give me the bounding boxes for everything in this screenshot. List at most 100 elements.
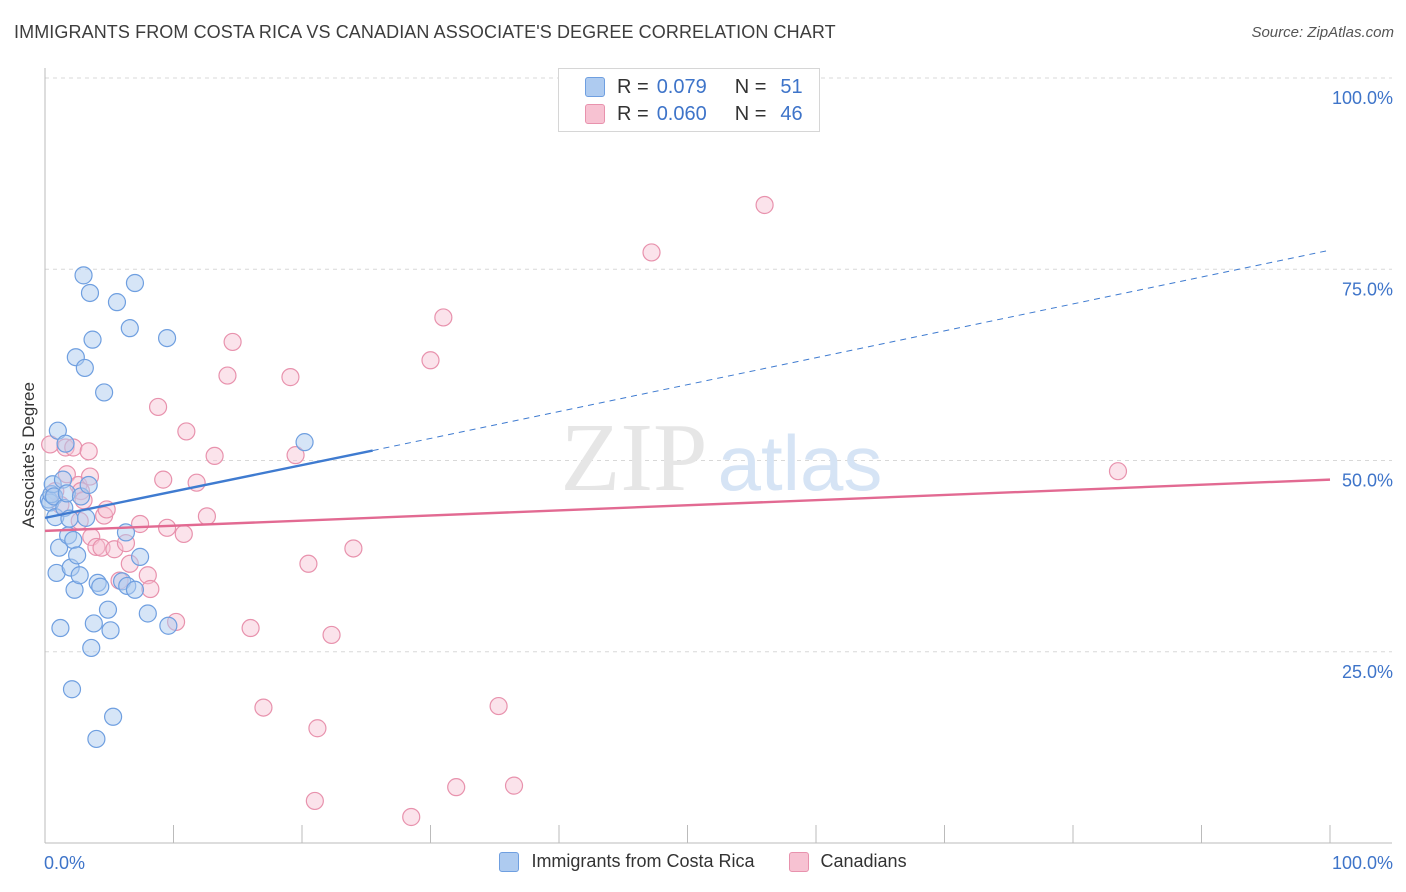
canadians-point bbox=[1108, 462, 1128, 481]
costa-rica-point bbox=[138, 604, 157, 623]
canadians-point bbox=[402, 807, 421, 827]
costa-rica-point bbox=[70, 566, 89, 585]
canadians-point bbox=[79, 442, 98, 461]
canadians-point bbox=[241, 618, 260, 638]
source-label: Source: ZipAtlas.com bbox=[1251, 24, 1394, 41]
costa-rica-point bbox=[159, 616, 178, 635]
tick-labels: 100.0% 75.0% 50.0% 25.0% 0.0% 100.0% bbox=[44, 88, 1393, 873]
costa-rica-point bbox=[64, 530, 83, 550]
watermark: ZIP atlas bbox=[561, 404, 883, 512]
costa-rica-point bbox=[77, 508, 96, 527]
legend-n-value: 46 bbox=[780, 102, 803, 125]
legend-r-value: 0.060 bbox=[656, 102, 707, 125]
canadians-point bbox=[322, 625, 341, 645]
costa-rica-point bbox=[157, 329, 177, 348]
canadians-point bbox=[308, 719, 327, 738]
costa-rica-point bbox=[104, 707, 123, 726]
canadians-point bbox=[205, 446, 224, 466]
canadians-point bbox=[177, 422, 196, 441]
canadians-point bbox=[154, 470, 173, 489]
x-tick-label: 0.0% bbox=[44, 853, 85, 873]
legend-row-costa-rica: R = 0.079 N = 51 bbox=[585, 74, 803, 100]
costa-rica-point bbox=[79, 475, 98, 495]
canadians-point bbox=[489, 696, 508, 716]
legend-n-label: N = bbox=[734, 75, 767, 98]
costa-rica-point bbox=[101, 621, 120, 640]
canadians-point bbox=[105, 540, 124, 559]
canadians-point bbox=[344, 539, 363, 558]
costa-rica-trend-line bbox=[44, 449, 373, 520]
series-legend: Immigrants from Costa Rica Canadians bbox=[0, 851, 1406, 872]
legend-row-canadians: R = 0.060 N = 46 bbox=[585, 101, 803, 127]
costa-rica-point bbox=[62, 680, 82, 699]
legend-r-value: 0.079 bbox=[656, 75, 707, 98]
costa-rica-point bbox=[75, 358, 94, 378]
canadians-point bbox=[286, 446, 305, 465]
stats-legend: R = 0.079 N = 51 R = 0.060 N = 46 bbox=[558, 68, 820, 132]
costa-rica-point bbox=[130, 547, 150, 566]
canadians-point bbox=[174, 524, 193, 544]
canadians-point bbox=[447, 778, 466, 797]
costa-rica-point bbox=[91, 577, 110, 596]
canadians-point bbox=[299, 554, 318, 573]
costa-rica-point bbox=[74, 266, 93, 285]
canadians-point bbox=[504, 776, 524, 795]
trend-lines bbox=[44, 249, 1331, 533]
legend-item-canadians: Canadians bbox=[788, 851, 907, 872]
canadians-trend-line bbox=[44, 478, 1331, 533]
canadians-point bbox=[197, 507, 217, 526]
costa-rica-point bbox=[51, 618, 70, 638]
canadians-point bbox=[305, 791, 324, 811]
costa-rica-point bbox=[68, 546, 87, 565]
costa-rica-point bbox=[56, 434, 75, 453]
legend-swatch-pink bbox=[788, 851, 809, 872]
costa-rica-point bbox=[95, 383, 114, 402]
legend-n-label: N = bbox=[734, 102, 767, 125]
legend-n-value: 51 bbox=[780, 75, 803, 98]
costa-rica-point bbox=[98, 600, 118, 619]
axes bbox=[44, 68, 1392, 844]
legend-r-label: R = bbox=[617, 102, 649, 125]
legend-item-costa-rica: Immigrants from Costa Rica bbox=[499, 851, 755, 872]
costa-rica-point bbox=[125, 273, 145, 293]
canadians-point bbox=[87, 537, 106, 557]
canadians-point bbox=[421, 351, 440, 370]
watermark-zip: ZIP bbox=[561, 404, 708, 512]
legend-swatch-pink bbox=[585, 104, 605, 124]
grid-lines bbox=[45, 77, 1392, 653]
canadians-point bbox=[157, 518, 177, 537]
legend-r-label: R = bbox=[617, 75, 649, 98]
chart-title: IMMIGRANTS FROM COSTA RICA VS CANADIAN A… bbox=[14, 22, 836, 42]
costa-rica-point bbox=[50, 538, 69, 557]
costa-rica-point bbox=[120, 319, 139, 338]
y-tick-label: 25.0% bbox=[1342, 662, 1393, 682]
y-tick-label: 50.0% bbox=[1342, 471, 1393, 491]
canadians-point bbox=[434, 308, 453, 327]
costa-rica-points bbox=[39, 266, 314, 749]
costa-rica-trend-dashed bbox=[372, 249, 1331, 452]
y-axis-label: Associate's Degree bbox=[19, 382, 38, 528]
costa-rica-point bbox=[125, 580, 145, 599]
canadians-point bbox=[223, 332, 242, 352]
costa-rica-point bbox=[80, 283, 100, 303]
legend-label: Immigrants from Costa Rica bbox=[531, 851, 755, 871]
canadians-point bbox=[755, 195, 774, 215]
legend-swatch-blue bbox=[585, 77, 605, 97]
y-tick-label: 75.0% bbox=[1342, 279, 1393, 299]
canadians-point bbox=[148, 397, 168, 417]
legend-swatch-blue bbox=[499, 851, 520, 872]
x-tick-label: 100.0% bbox=[1332, 853, 1393, 873]
costa-rica-point bbox=[107, 293, 127, 312]
costa-rica-point bbox=[82, 638, 101, 658]
costa-rica-point bbox=[83, 330, 102, 349]
canadians-point bbox=[141, 579, 160, 599]
y-axis-label-wrap: Associate's Degree bbox=[19, 382, 38, 528]
canadians-point bbox=[138, 566, 157, 585]
costa-rica-point bbox=[84, 614, 103, 633]
costa-rica-point bbox=[295, 433, 314, 452]
canadians-point bbox=[254, 698, 273, 717]
watermark-atlas: atlas bbox=[718, 419, 883, 507]
legend-label: Canadians bbox=[820, 851, 907, 871]
canadians-point bbox=[642, 243, 661, 262]
